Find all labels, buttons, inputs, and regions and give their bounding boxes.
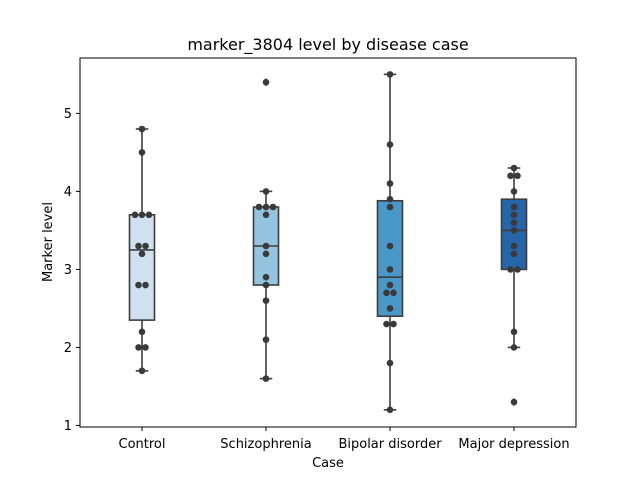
data-point	[262, 78, 270, 86]
data-point	[262, 203, 270, 211]
data-point	[138, 211, 146, 219]
y-tick-label: 2	[64, 341, 72, 356]
data-point	[510, 250, 518, 258]
data-point	[386, 242, 394, 250]
data-point	[514, 266, 521, 273]
data-point	[386, 266, 394, 273]
data-point	[510, 328, 518, 336]
x-tick-label: Control	[119, 437, 166, 452]
plot-area: 1 2 3 4 5 Control Schizophrenia Bipolar disorde…	[64, 57, 577, 452]
y-tick-label: 5	[64, 107, 72, 122]
data-point	[262, 273, 270, 281]
box-group-major-depression	[500, 164, 528, 407]
data-point	[262, 281, 270, 289]
data-point	[386, 71, 394, 78]
data-point	[386, 305, 394, 312]
data-point	[262, 297, 270, 304]
x-tick-label: Major depression	[458, 437, 569, 452]
x-tick-label: Schizophrenia	[220, 437, 311, 452]
data-point	[262, 188, 270, 195]
data-point	[142, 242, 149, 250]
y-axis-label: Marker level	[41, 202, 56, 282]
data-point	[262, 250, 270, 258]
data-point	[510, 164, 518, 172]
data-point	[131, 211, 139, 219]
chart-title: marker_3804 level by disease case	[187, 35, 468, 55]
y-tick-label: 4	[64, 185, 72, 200]
data-point	[386, 141, 394, 148]
data-point	[386, 281, 394, 289]
data-point	[262, 336, 270, 343]
data-point	[135, 344, 142, 351]
data-point	[255, 203, 263, 211]
data-point	[390, 320, 397, 328]
data-point	[262, 375, 270, 382]
data-point	[510, 211, 518, 219]
data-point	[269, 203, 277, 211]
data-point	[386, 359, 394, 367]
box-group-schizophrenia	[252, 77, 280, 382]
box-group-bipolar-disorder	[376, 71, 404, 414]
data-point	[510, 344, 518, 351]
data-point	[510, 242, 518, 250]
data-point	[138, 149, 146, 156]
data-point	[507, 266, 514, 273]
data-point	[514, 172, 521, 180]
iqr-box	[376, 199, 404, 318]
data-point	[390, 289, 397, 297]
y-tick-label: 3	[64, 263, 72, 278]
y-tick-label: 1	[64, 419, 72, 434]
data-point	[510, 398, 518, 406]
x-axis-label: Case	[312, 456, 344, 471]
plot-frame	[79, 57, 577, 428]
data-point	[138, 328, 146, 336]
data-point	[386, 195, 394, 203]
box-group-control	[128, 125, 156, 375]
iqr-box	[128, 214, 156, 321]
data-point	[138, 125, 146, 133]
data-point	[507, 172, 514, 180]
data-point	[383, 320, 390, 328]
data-point	[510, 188, 518, 195]
data-point	[383, 289, 390, 297]
data-point	[138, 367, 146, 375]
data-point	[145, 211, 153, 219]
data-point	[135, 242, 142, 250]
data-point	[138, 250, 146, 258]
data-point	[386, 203, 394, 211]
data-point	[262, 211, 270, 219]
data-point	[262, 242, 270, 250]
data-point	[510, 227, 518, 234]
iqr-box	[500, 198, 528, 271]
data-point	[510, 203, 518, 211]
data-point	[142, 281, 149, 289]
data-point	[135, 281, 142, 289]
x-tick-label: Bipolar disorder	[338, 437, 442, 452]
data-point	[510, 219, 518, 226]
data-point	[142, 344, 149, 351]
data-point	[386, 180, 394, 187]
data-point	[386, 406, 394, 414]
